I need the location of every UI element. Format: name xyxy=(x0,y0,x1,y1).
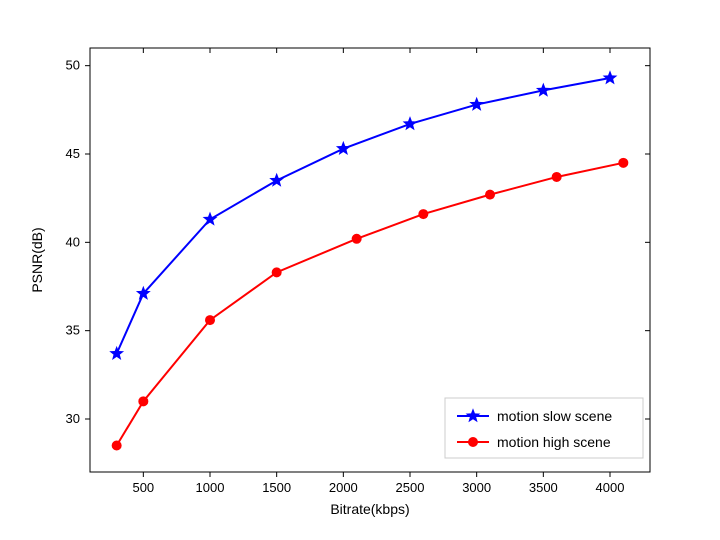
x-tick-label: 3000 xyxy=(462,480,491,495)
x-tick-label: 1000 xyxy=(196,480,225,495)
marker-circle xyxy=(138,396,148,406)
psnr-bitrate-chart: 500 1000 1500 2000 2500 3000 3500 4000 30 35 40 45 5… xyxy=(0,0,720,540)
y-axis-label: PSNR(dB) xyxy=(29,227,45,292)
y-tick-label: 35 xyxy=(66,323,80,338)
chart-container: 500 1000 1500 2000 2500 3000 3500 4000 30 35 40 45 5… xyxy=(0,0,720,540)
marker-circle xyxy=(272,267,282,277)
marker-circle xyxy=(618,158,628,168)
marker-circle xyxy=(205,315,215,325)
x-tick-label: 3500 xyxy=(529,480,558,495)
marker-circle xyxy=(468,437,478,447)
series-0 xyxy=(109,70,617,360)
marker-star xyxy=(469,97,484,111)
x-tick-label: 2000 xyxy=(329,480,358,495)
marker-star xyxy=(403,116,418,130)
y-tick-label: 45 xyxy=(66,146,80,161)
marker-star xyxy=(603,70,618,84)
marker-circle xyxy=(352,234,362,244)
marker-star xyxy=(536,83,551,97)
marker-circle xyxy=(418,209,428,219)
legend-label: motion high scene xyxy=(497,434,611,450)
marker-star xyxy=(203,212,218,226)
marker-circle xyxy=(112,441,122,451)
marker-star xyxy=(109,346,124,360)
y-tick-label: 40 xyxy=(66,234,80,249)
legend: motion slow scene motion high scene xyxy=(445,398,643,458)
x-tick-label: 500 xyxy=(132,480,154,495)
legend-label: motion slow scene xyxy=(497,408,612,424)
x-axis-label: Bitrate(kbps) xyxy=(330,501,409,517)
marker-star xyxy=(269,173,284,187)
marker-circle xyxy=(485,190,495,200)
marker-star xyxy=(336,141,351,155)
x-tick-label: 1500 xyxy=(262,480,291,495)
x-tick-label: 2500 xyxy=(396,480,425,495)
marker-circle xyxy=(552,172,562,182)
x-tick-label: 4000 xyxy=(596,480,625,495)
y-tick-label: 30 xyxy=(66,411,80,426)
series-line xyxy=(117,78,610,354)
y-tick-label: 50 xyxy=(66,58,80,73)
